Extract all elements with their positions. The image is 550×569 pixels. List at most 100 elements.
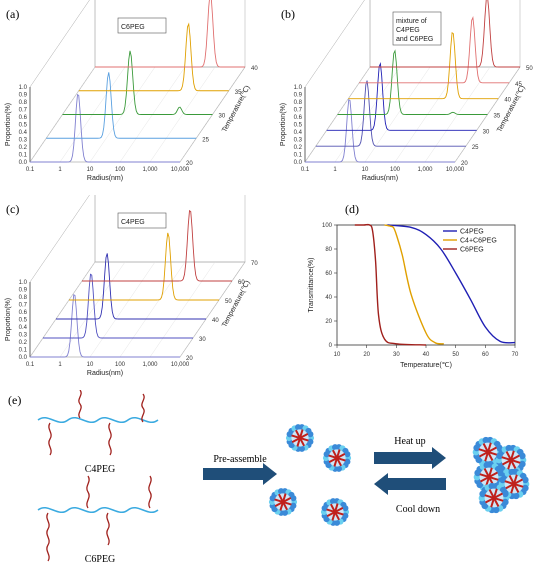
- y-tick-label: 0.0: [294, 160, 303, 166]
- y-tick-label: 0.2: [294, 145, 303, 151]
- back-wall: [369, 0, 521, 68]
- y-tick-label: 0.5: [19, 318, 28, 324]
- x-tick-label: 0.1: [26, 362, 35, 368]
- y-tick-label: 0.6: [19, 310, 28, 316]
- c6peg-polymer-illustration: [37, 475, 159, 562]
- micelle-chain: [274, 497, 292, 507]
- size-distribution-line: [46, 72, 197, 139]
- micelle-icon: [322, 444, 352, 472]
- transmittance-line: [384, 224, 444, 345]
- cool-down-arrow-icon: [374, 473, 446, 495]
- micelle-shell-bead: [521, 476, 529, 484]
- y-axis-title: Transmittance(%): [308, 258, 315, 313]
- y-tick-label: 0.4: [19, 130, 28, 136]
- pre-assemble-label: Pre-assemble: [213, 454, 267, 465]
- y-tick-label: 0: [329, 343, 333, 349]
- legend-box: [117, 17, 167, 34]
- micelle-chain: [479, 446, 497, 458]
- x-tick-label: 10: [334, 352, 341, 358]
- x-tick-label: 0.1: [26, 167, 35, 173]
- x-tick-label: 0.1: [301, 167, 310, 173]
- floor-gridline: [179, 261, 246, 358]
- panel-label-c: (c): [6, 202, 19, 216]
- y-tick-label: 0.6: [294, 115, 303, 121]
- legend-text: C4PEG: [121, 219, 145, 226]
- c4peg-label: C4PEG: [85, 464, 116, 475]
- micelle-chain: [505, 478, 523, 490]
- heat-up-arrow-icon: [374, 447, 446, 469]
- panel-label-b: (b): [281, 7, 295, 21]
- c4peg-polymer-illustration: [37, 390, 159, 456]
- panel-label-d: (d): [345, 202, 359, 216]
- assembly-scheme-e: (e) C4PEG C6PEG Pre-assemble Heat up Coo…: [8, 390, 530, 565]
- x-tick-label: 10: [87, 167, 94, 173]
- y-tick-label: 20: [325, 319, 332, 325]
- size-distribution-line: [78, 22, 229, 92]
- z-axis-title: Temperature(℃): [496, 85, 527, 134]
- floor-gridline: [149, 66, 216, 163]
- micelle-icon: [320, 498, 350, 526]
- size-distribution-line: [56, 253, 206, 320]
- z-tick-label: 40: [504, 98, 511, 104]
- y-axis-title: Proportion(%): [280, 103, 287, 146]
- micelle-chain: [328, 453, 346, 463]
- size-distribution-line: [62, 50, 213, 115]
- size-distribution-line: [69, 232, 219, 301]
- x-tick-label: 10: [362, 167, 369, 173]
- y-tick-label: 0.2: [19, 340, 28, 346]
- panel-label-a: (a): [6, 7, 19, 21]
- y-tick-label: 0.9: [19, 93, 28, 99]
- aggregate-group: [472, 436, 530, 514]
- z-tick-label: 35: [494, 114, 501, 120]
- c6peg-label: C6PEG: [85, 554, 116, 565]
- micelle-chain: [326, 507, 344, 517]
- floor-gridline: [119, 261, 186, 358]
- y-tick-label: 1.0: [19, 280, 28, 286]
- x-tick-label: 60: [482, 352, 489, 358]
- floor-gridline: [29, 261, 96, 358]
- y-tick-label: 100: [322, 223, 333, 229]
- y-axis-title: Proportion(%): [5, 298, 12, 341]
- x-tick-label: 1,000: [142, 167, 158, 173]
- y-tick-label: 0.5: [19, 123, 28, 129]
- y-tick-label: 0.6: [19, 115, 28, 121]
- z-tick-label: 20: [186, 356, 193, 362]
- micelle-icon: [268, 488, 298, 516]
- floor-gridline: [59, 261, 126, 358]
- dls-3d-chart-a: (a) 0.00.1 0.20.3 0.40.5 0.60.7 0.80.9 1.0 0.1…: [5, 0, 258, 182]
- y-tick-label: 0.0: [19, 160, 28, 166]
- floor-gridline: [89, 66, 156, 163]
- size-distribution-line: [82, 209, 232, 282]
- z-tick-label: 40: [251, 66, 258, 72]
- micelle-chain: [502, 454, 520, 466]
- transmittance-chart-d: (d) 10 20 30 40 50 60 70 0 20 40 60 80 100 Temperatur…: [308, 202, 519, 369]
- transmittance-line: [387, 224, 516, 344]
- legend-entry: C6PEG: [460, 247, 484, 254]
- panel-label-e: (e): [8, 393, 21, 407]
- x-tick-label: 1: [58, 362, 62, 368]
- z-tick-label: 50: [225, 299, 232, 305]
- y-tick-label: 0.3: [19, 333, 28, 339]
- legend-box: [117, 212, 167, 229]
- x-tick-label: 10,000: [446, 167, 465, 173]
- y-tick-label: 80: [325, 247, 332, 253]
- z-tick-label: 45: [515, 82, 522, 88]
- micelle-icon: [478, 482, 510, 514]
- z-tick-label: 30: [199, 337, 206, 343]
- size-distribution-line: [305, 99, 455, 163]
- y-axis-title: Proportion(%): [5, 103, 12, 146]
- y-tick-label: 40: [325, 295, 332, 301]
- z-tick-label: 35: [235, 90, 242, 96]
- legend-text: and C6PEG: [396, 36, 433, 43]
- size-distribution-line: [348, 32, 499, 100]
- micelle-shell-bead: [307, 431, 314, 438]
- z-tick-label: 50: [526, 66, 533, 72]
- z-tick-label: 40: [212, 318, 219, 324]
- x-tick-label: 100: [115, 362, 126, 368]
- y-tick-label: 0.7: [19, 108, 28, 114]
- size-distribution-line: [326, 61, 477, 131]
- micelle-chain: [485, 492, 503, 504]
- z-tick-label: 25: [202, 137, 209, 143]
- y-tick-label: 0.3: [294, 138, 303, 144]
- y-tick-label: 0.2: [19, 145, 28, 151]
